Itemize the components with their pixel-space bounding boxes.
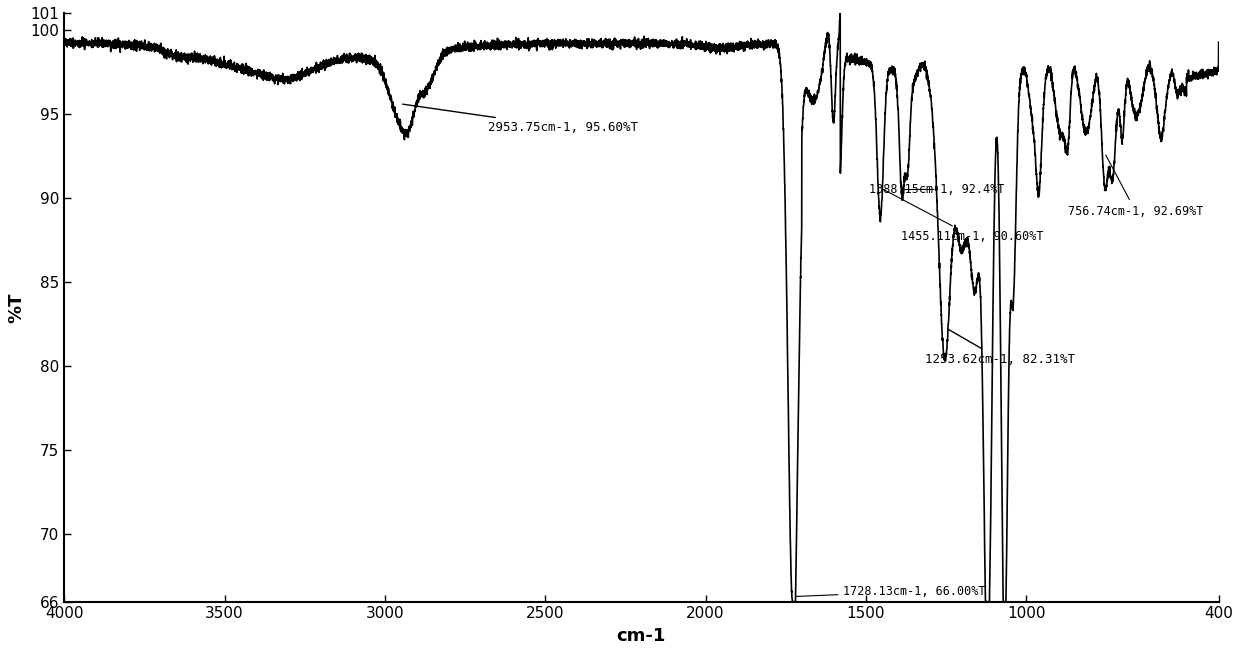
Text: 2953.75cm-1, 95.60%T: 2953.75cm-1, 95.60%T	[403, 104, 637, 134]
Y-axis label: %T: %T	[7, 292, 25, 323]
Text: 1455.11cm-1, 90.60%T: 1455.11cm-1, 90.60%T	[883, 189, 1044, 243]
Text: 1728.13cm-1, 66.00%T: 1728.13cm-1, 66.00%T	[796, 585, 986, 598]
Text: 1253.62cm-1, 82.31%T: 1253.62cm-1, 82.31%T	[925, 329, 1075, 366]
X-axis label: cm-1: cm-1	[616, 627, 666, 645]
Text: 756.74cm-1, 92.69%T: 756.74cm-1, 92.69%T	[1068, 155, 1203, 218]
Text: 1388.15cm-1, 92.4%T: 1388.15cm-1, 92.4%T	[869, 183, 1004, 196]
